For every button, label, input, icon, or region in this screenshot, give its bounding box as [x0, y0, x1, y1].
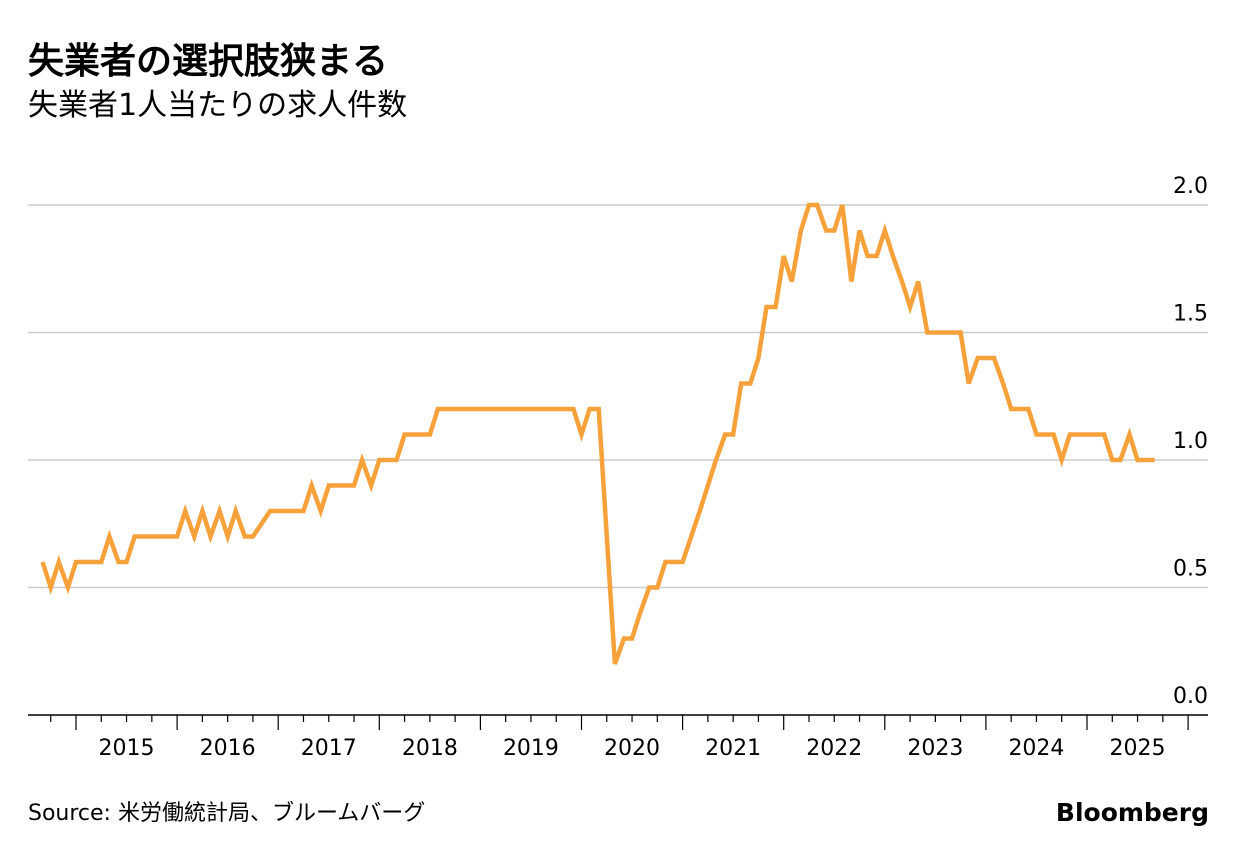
y-tick-label: 1.5 — [1173, 302, 1208, 327]
x-tick-labels: 2015 2016 2017 2018 2019 2020 2021 2022 2023 2024… — [99, 736, 1166, 761]
x-tick-label: 2017 — [301, 736, 357, 761]
x-tick-label: 2016 — [200, 736, 256, 761]
series-line — [40, 202, 1155, 665]
x-tick-label: 2021 — [705, 736, 761, 761]
y-tick-label: 2.0 — [1173, 174, 1208, 199]
x-tick-label: 2018 — [402, 736, 458, 761]
x-tick-label: 2023 — [907, 736, 963, 761]
source-note: Source: 米労働統計局、ブルームバーグ — [28, 801, 426, 826]
y-tick-labels: 0.0 0.5 1.0 1.5 2.0 — [1173, 174, 1208, 709]
x-tick-label: 2024 — [1008, 736, 1064, 761]
series-layer — [40, 202, 1155, 665]
y-tick-label: 0.5 — [1173, 557, 1208, 582]
gridlines — [28, 204, 1208, 589]
y-tick-label: 0.0 — [1173, 684, 1208, 709]
y-tick-label: 1.0 — [1173, 429, 1208, 454]
chart-title: 失業者の選択肢狭まる — [28, 41, 389, 82]
x-axis — [28, 714, 1208, 730]
x-tick-label: 2022 — [806, 736, 862, 761]
x-tick-label: 2025 — [1110, 736, 1166, 761]
x-tick-label: 2015 — [99, 736, 155, 761]
chart-subtitle: 失業者1人当たりの求人件数 — [28, 88, 408, 123]
x-tick-label: 2020 — [604, 736, 660, 761]
x-tick-label: 2019 — [503, 736, 559, 761]
brand-logo: Bloomberg — [1055, 798, 1209, 827]
